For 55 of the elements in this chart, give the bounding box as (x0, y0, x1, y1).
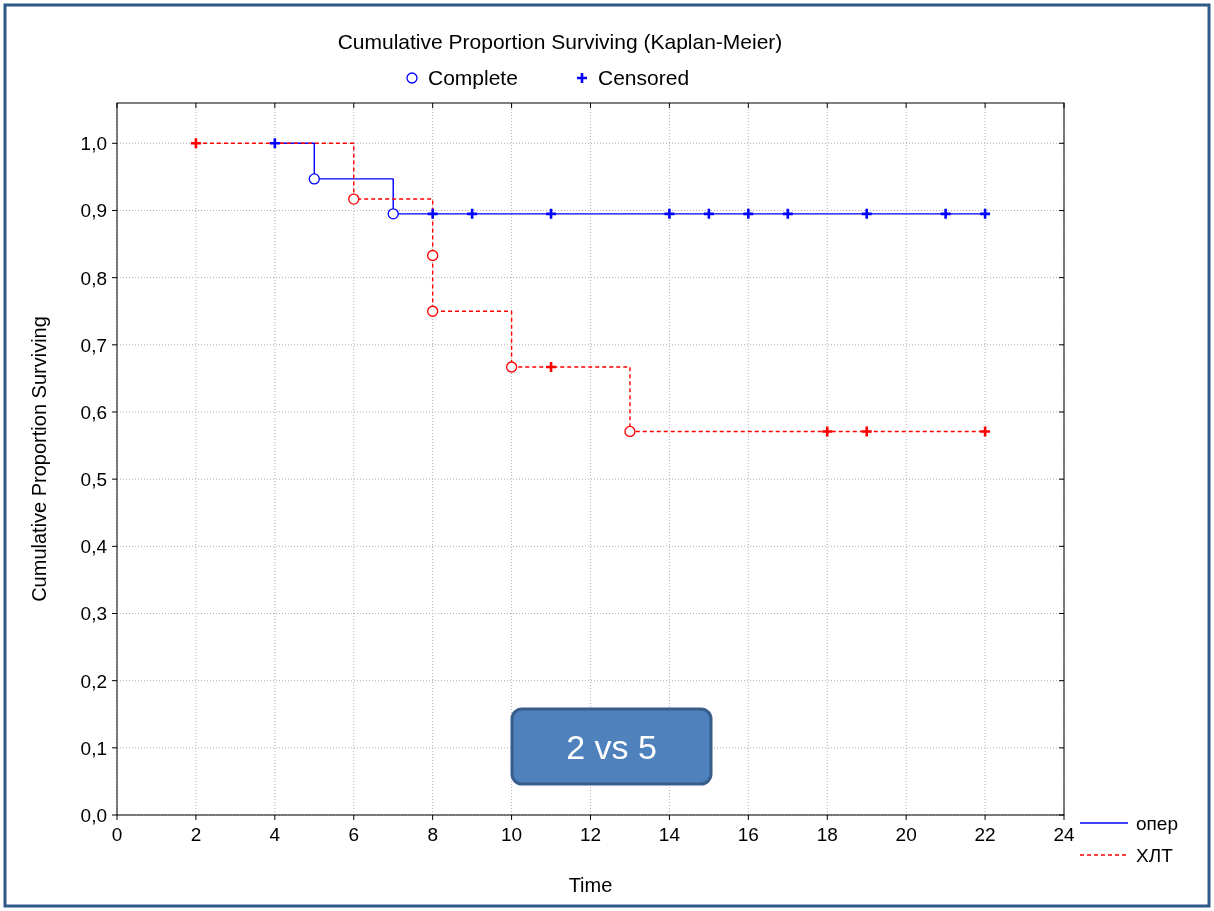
x-tick-label: 10 (501, 824, 523, 845)
point (544, 360, 558, 374)
point (189, 137, 203, 150)
point (860, 207, 874, 221)
point (624, 425, 636, 438)
y-tick-label: 0,7 (80, 334, 107, 356)
y-tick-label: 0,6 (80, 401, 107, 423)
y-tick-label: 1,0 (80, 133, 107, 155)
point (663, 207, 676, 221)
legend-label: Censored (598, 66, 690, 89)
point (978, 207, 992, 221)
x-tick-label: 16 (737, 824, 759, 845)
point (978, 425, 992, 438)
point (268, 137, 282, 150)
point (308, 173, 320, 185)
y-tick-label: 0,4 (80, 536, 108, 558)
y-tick-label: 0,3 (80, 603, 107, 625)
point (939, 207, 952, 221)
point (860, 425, 874, 438)
x-tick-label: 4 (269, 824, 281, 845)
y-axis-title: Cumulative Proportion Surviving (28, 316, 50, 602)
x-tick-label: 24 (1053, 824, 1075, 845)
y-tick-label: 0,5 (80, 469, 107, 491)
x-tick-label: 8 (427, 824, 438, 845)
point (544, 207, 558, 221)
y-tick-label: 0,0 (80, 805, 107, 826)
point (427, 249, 439, 262)
point (387, 208, 399, 220)
y-tick-label: 0,9 (80, 200, 107, 222)
y-tick-label: 0,8 (80, 267, 107, 289)
x-tick-label: 12 (579, 824, 602, 845)
point (427, 305, 439, 317)
point (742, 207, 755, 221)
annotation: 2 vs 5 (566, 728, 657, 766)
x-tick-label: 20 (895, 824, 917, 845)
legend-label: ХЛТ (1136, 845, 1174, 866)
x-tick-label: 0 (111, 824, 123, 845)
legend-label: Complete (428, 66, 518, 89)
point (348, 193, 360, 205)
point (505, 361, 518, 373)
x-tick-label: 18 (816, 824, 838, 845)
point (702, 207, 716, 221)
chart-title: Cumulative Proportion Surviving (Kaplan-Meier) (337, 30, 783, 53)
point (820, 425, 834, 438)
x-tick-label: 22 (974, 824, 996, 845)
legend-label: опер (1136, 813, 1178, 834)
point (426, 207, 439, 221)
x-tick-label: 2 (190, 824, 202, 845)
x-axis-title: Time (568, 874, 613, 896)
y-tick-label: 0,2 (80, 670, 107, 692)
x-tick-label: 6 (348, 824, 360, 845)
y-tick-label: 0,1 (80, 737, 107, 759)
point (465, 207, 479, 221)
x-tick-label: 14 (658, 824, 681, 845)
point (781, 207, 795, 221)
